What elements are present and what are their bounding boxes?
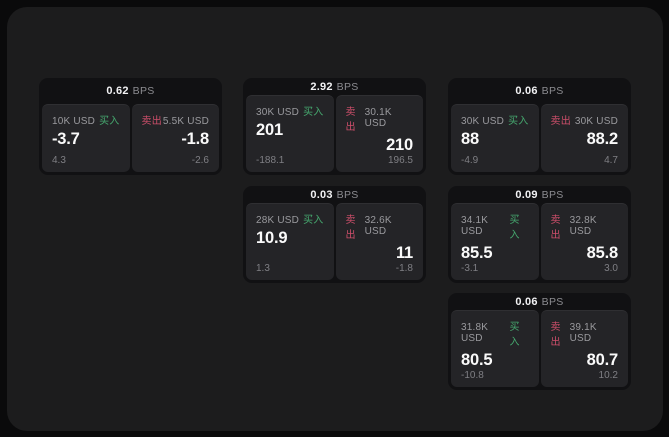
bps-value: 0.06 (515, 295, 538, 308)
sell-label: 卖出 (345, 107, 356, 133)
bps-unit-label: BPS (541, 188, 564, 201)
buy-panel[interactable]: 10K USD 买入 -3.7 4.3 (42, 104, 130, 172)
buy-sub-value: 1.3 (256, 263, 270, 274)
sell-value: 11 (395, 244, 413, 262)
sell-panel[interactable]: 卖出 39.1K USD 80.7 10.2 (540, 310, 628, 387)
quote-card-4: 0.03 BPS 28K USD 买入 10.9 1.3 卖出 32.6K US… (243, 186, 426, 283)
sell-label: 卖出 (141, 116, 162, 127)
quote-card-6: 0.06 BPS 31.8K USD 买入 80.5 -10.8 卖出 39.1… (448, 293, 631, 390)
buy-label: 买入 (508, 116, 529, 127)
quote-card-5: 0.09 BPS 34.1K USD 买入 85.5 -3.1 卖出 32.8K… (448, 186, 631, 283)
buy-panel[interactable]: 28K USD 买入 10.9 1.3 (246, 203, 334, 280)
buy-sub-value: 4.3 (52, 155, 66, 166)
sell-amount: 5.5K USD (162, 116, 209, 127)
sell-sub-value: 3.0 (604, 263, 618, 274)
sell-amount: 32.6K USD (364, 215, 392, 237)
bps-unit-label: BPS (336, 80, 359, 93)
sell-sub-value: 4.7 (604, 155, 618, 166)
buy-value: 85.5 (461, 244, 493, 262)
sell-value: 85.8 (586, 244, 619, 262)
sell-value: -1.8 (181, 130, 209, 148)
buy-amount: 10K USD (52, 116, 96, 127)
sell-label: 卖出 (550, 322, 561, 348)
buy-amount: 31.8K USD (461, 322, 489, 344)
sell-value: 88.2 (586, 130, 619, 148)
buy-label: 买入 (99, 116, 120, 127)
sell-amount: 30.1K USD (364, 107, 392, 129)
sell-panel[interactable]: 卖出 32.8K USD 85.8 3.0 (540, 203, 628, 280)
sell-sub-value: 10.2 (598, 370, 618, 381)
bps-unit-label: BPS (541, 85, 564, 97)
buy-amount: 34.1K USD (461, 215, 489, 237)
sell-panel[interactable]: 卖出 32.6K USD 11 -1.8 (335, 203, 423, 280)
buy-panel[interactable]: 30K USD 买入 201 -188.1 (246, 95, 334, 172)
buy-value: 10.9 (256, 229, 288, 247)
sell-amount: 39.1K USD (569, 322, 597, 344)
sell-label: 卖出 (345, 215, 356, 241)
buy-panel[interactable]: 34.1K USD 买入 85.5 -3.1 (451, 203, 539, 280)
sell-label: 卖出 (550, 215, 561, 241)
bps-header: 0.62 BPS (42, 78, 219, 104)
bps-header: 0.09 BPS (451, 186, 628, 203)
bps-value: 0.62 (106, 85, 129, 97)
sell-panel[interactable]: 卖出 5.5K USD -1.8 -2.6 (131, 104, 219, 172)
sell-value: 80.7 (586, 351, 619, 369)
sell-amount: 30K USD (574, 116, 618, 127)
buy-panel[interactable]: 31.8K USD 买入 80.5 -10.8 (451, 310, 539, 387)
bps-header: 2.92 BPS (246, 78, 423, 95)
bps-value: 2.92 (310, 80, 333, 93)
buy-panel[interactable]: 30K USD 买入 88 -4.9 (451, 104, 539, 172)
bps-header: 0.06 BPS (451, 293, 628, 310)
buy-value: 201 (256, 121, 283, 139)
buy-value: -3.7 (52, 130, 80, 148)
bps-header: 0.06 BPS (451, 78, 628, 104)
bps-value: 0.06 (515, 85, 538, 97)
buy-label: 买入 (509, 322, 520, 348)
bps-unit-label: BPS (336, 188, 359, 201)
sell-amount: 32.8K USD (569, 215, 597, 237)
bps-value: 0.03 (310, 188, 333, 201)
buy-amount: 30K USD (256, 107, 300, 118)
buy-value: 80.5 (461, 351, 493, 369)
sell-label: 卖出 (550, 116, 571, 127)
quote-card-3: 0.06 BPS 30K USD 买入 88 -4.9 卖出 30K USD 8… (448, 78, 631, 175)
bps-value: 0.09 (515, 188, 538, 201)
quote-card-1: 0.62 BPS 10K USD 买入 -3.7 4.3 卖出 5.5K USD… (39, 78, 222, 175)
sell-panel[interactable]: 卖出 30K USD 88.2 4.7 (540, 104, 628, 172)
buy-sub-value: -3.1 (461, 263, 479, 274)
sell-sub-value: -1.8 (395, 263, 413, 274)
bps-unit-label: BPS (541, 295, 564, 308)
app-window: 0.62 BPS 10K USD 买入 -3.7 4.3 卖出 5.5K USD… (7, 7, 663, 431)
bps-unit-label: BPS (132, 85, 155, 97)
buy-label: 买入 (303, 107, 324, 118)
buy-label: 买入 (303, 215, 324, 226)
buy-sub-value: -4.9 (461, 155, 479, 166)
quote-card-2: 2.92 BPS 30K USD 买入 201 -188.1 卖出 30.1K … (243, 78, 426, 175)
sell-sub-value: -2.6 (191, 155, 209, 166)
bps-header: 0.03 BPS (246, 186, 423, 203)
sell-sub-value: 196.5 (387, 155, 413, 166)
buy-value: 88 (461, 130, 479, 148)
buy-sub-value: -10.8 (461, 370, 484, 381)
buy-label: 买入 (509, 215, 520, 241)
buy-amount: 30K USD (461, 116, 505, 127)
buy-amount: 28K USD (256, 215, 300, 226)
buy-sub-value: -188.1 (256, 155, 285, 166)
sell-value: 210 (386, 136, 413, 154)
sell-panel[interactable]: 卖出 30.1K USD 210 196.5 (335, 95, 423, 172)
